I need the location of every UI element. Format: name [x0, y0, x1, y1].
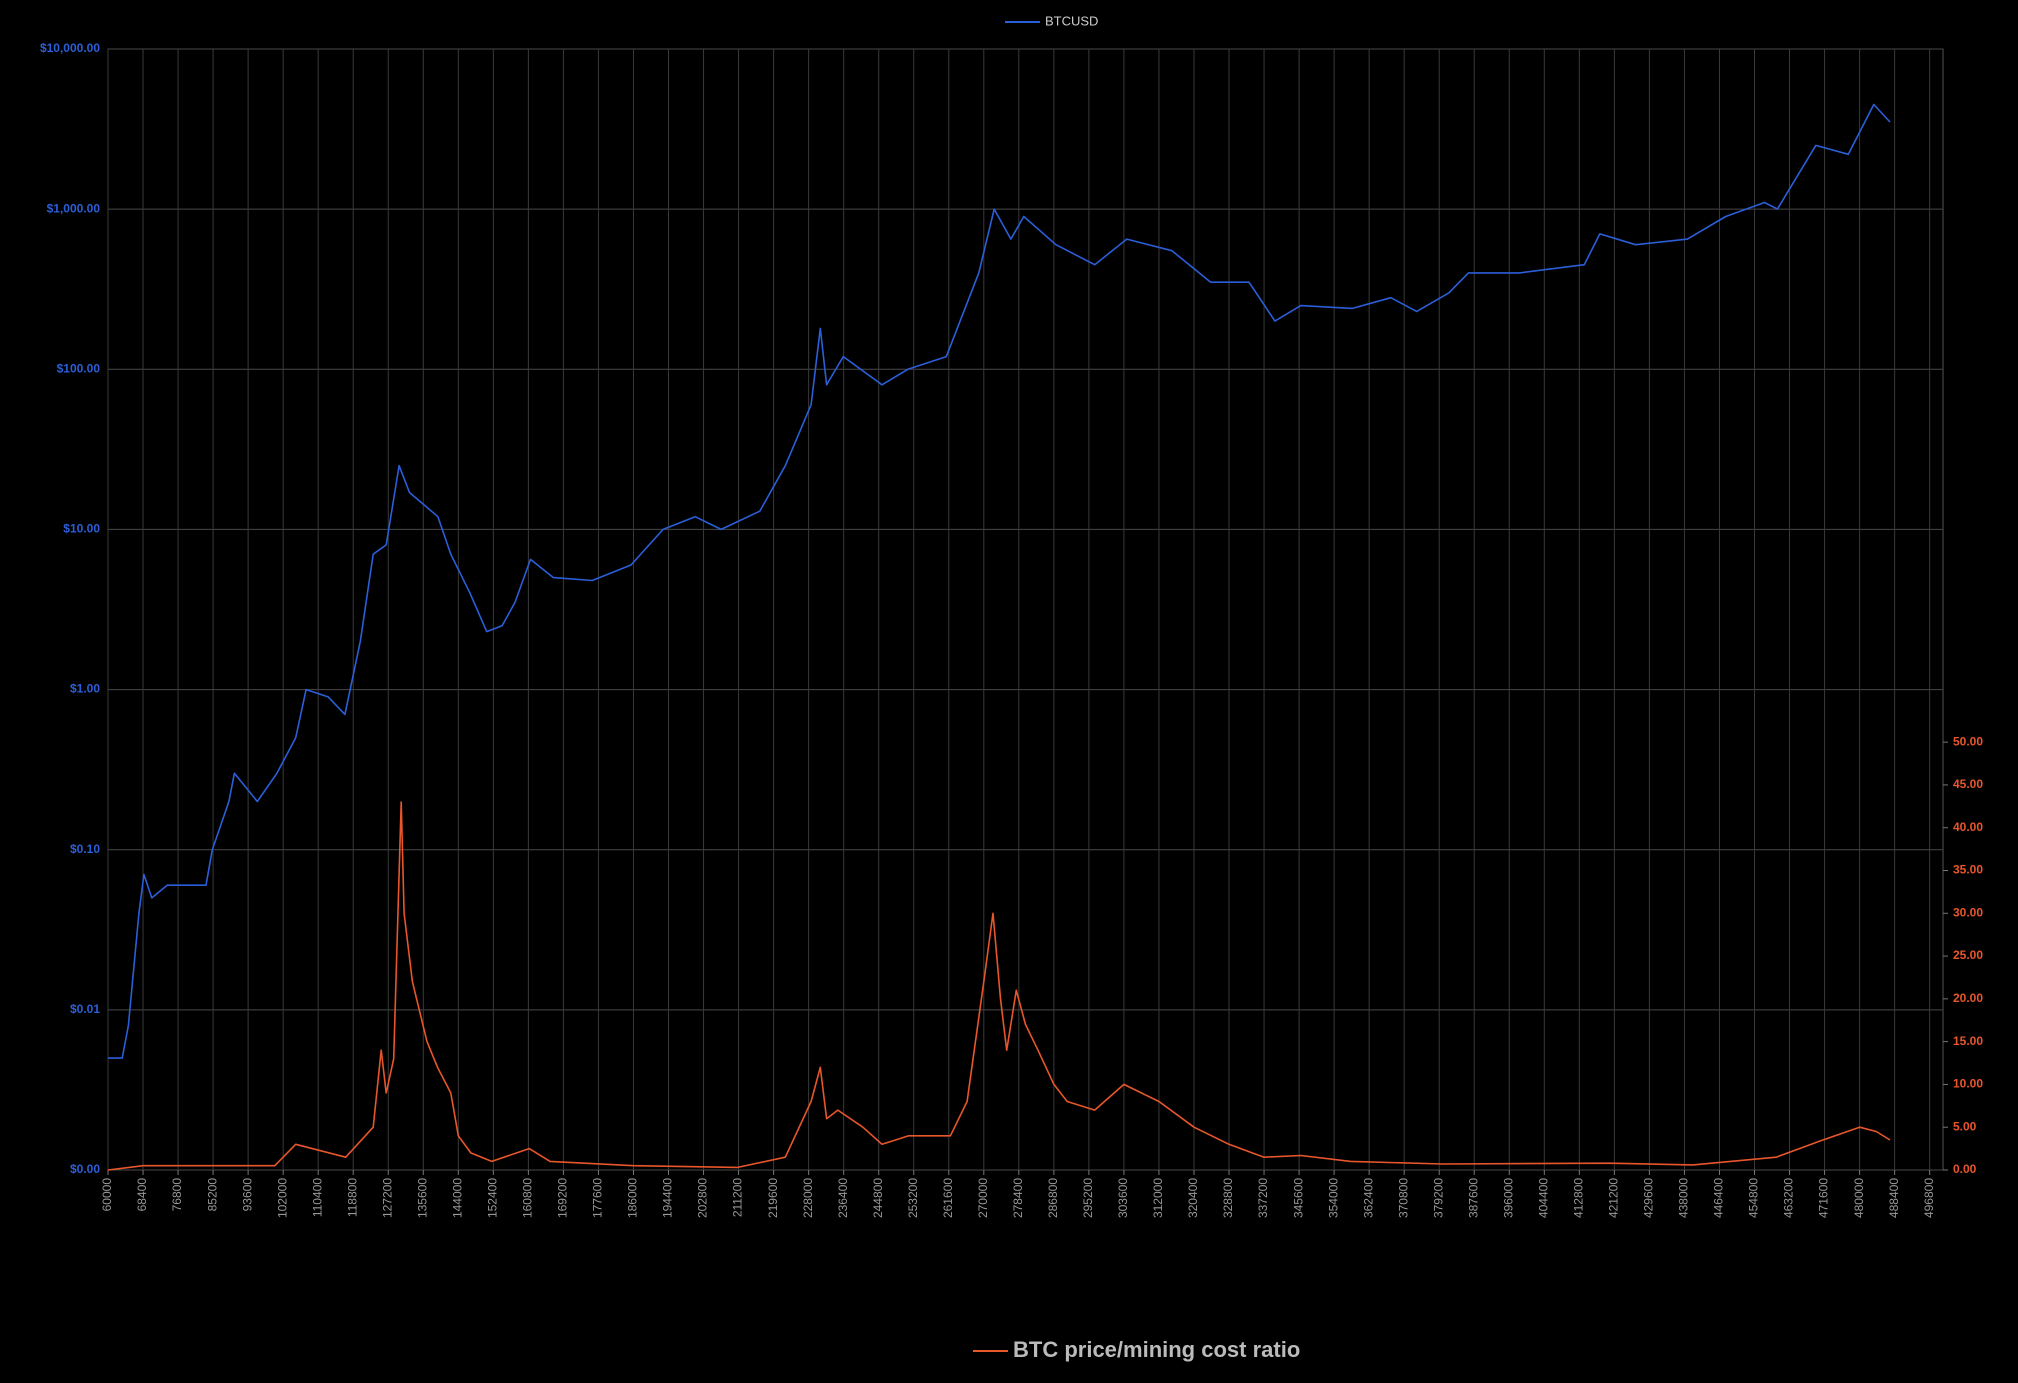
- x-tick-label: 412800: [1572, 1178, 1586, 1218]
- legend-label: BTCUSD: [1045, 13, 1098, 28]
- x-tick-label: 68400: [135, 1178, 149, 1212]
- x-tick-label: 253200: [906, 1178, 920, 1218]
- x-tick-label: 337200: [1256, 1178, 1270, 1218]
- y2-tick-label: 30.00: [1953, 905, 1983, 919]
- y2-tick-label: 35.00: [1953, 863, 1983, 877]
- x-tick-label: 127200: [380, 1178, 394, 1218]
- x-tick-label: 261600: [941, 1178, 955, 1218]
- x-tick-label: 186000: [626, 1178, 640, 1218]
- y2-tick-label: 40.00: [1953, 820, 1983, 834]
- x-tick-label: 102000: [275, 1178, 289, 1218]
- x-tick-label: 286800: [1046, 1178, 1060, 1218]
- x-tick-label: 93600: [240, 1178, 254, 1212]
- x-tick-label: 454800: [1747, 1178, 1761, 1218]
- x-tick-label: 320400: [1186, 1178, 1200, 1218]
- x-tick-label: 85200: [205, 1178, 219, 1212]
- legend-label: BTC price/mining cost ratio: [1013, 1337, 1300, 1362]
- y2-tick-label: 25.00: [1953, 948, 1983, 962]
- y-tick-label: $100.00: [57, 361, 101, 375]
- x-tick-label: 345600: [1291, 1178, 1305, 1218]
- x-tick-label: 421200: [1607, 1178, 1621, 1218]
- x-tick-label: 236400: [836, 1178, 850, 1218]
- y2-tick-label: 15.00: [1953, 1034, 1983, 1048]
- y-tick-label: $0.01: [70, 1002, 100, 1016]
- x-tick-label: 169200: [556, 1178, 570, 1218]
- x-tick-label: 295200: [1081, 1178, 1095, 1218]
- x-tick-label: 387600: [1466, 1178, 1480, 1218]
- x-tick-label: 110400: [310, 1178, 324, 1217]
- y2-tick-label: 50.00: [1953, 734, 1983, 748]
- x-tick-label: 488400: [1887, 1178, 1901, 1218]
- x-tick-label: 278400: [1011, 1178, 1025, 1218]
- x-tick-label: 471600: [1817, 1178, 1831, 1218]
- x-tick-label: 312000: [1151, 1178, 1165, 1218]
- x-tick-label: 211200: [731, 1178, 745, 1217]
- x-tick-label: 370800: [1396, 1178, 1410, 1218]
- x-tick-label: 496800: [1922, 1178, 1936, 1218]
- x-tick-label: 60000: [100, 1178, 114, 1212]
- x-tick-label: 303600: [1116, 1178, 1130, 1218]
- x-tick-label: 404400: [1536, 1178, 1550, 1218]
- series-line: [108, 103, 1891, 1059]
- x-tick-label: 362400: [1361, 1178, 1375, 1218]
- x-tick-label: 228000: [801, 1178, 815, 1218]
- x-tick-label: 396000: [1501, 1178, 1515, 1218]
- y-tick-label: $1,000.00: [47, 201, 101, 215]
- y-tick-label: $10,000.00: [40, 41, 100, 55]
- x-tick-label: 446400: [1712, 1178, 1726, 1218]
- x-tick-label: 202800: [696, 1178, 710, 1218]
- y2-tick-label: 5.00: [1953, 1119, 1977, 1133]
- y2-tick-label: 45.00: [1953, 777, 1983, 791]
- y2-tick-label: 0.00: [1953, 1162, 1977, 1176]
- y-tick-label: $0.00: [70, 1162, 100, 1176]
- x-tick-label: 144000: [450, 1178, 464, 1218]
- x-tick-label: 219600: [766, 1178, 780, 1218]
- y-tick-label: $1.00: [70, 682, 100, 696]
- x-tick-label: 177600: [591, 1178, 605, 1218]
- y-tick-label: $10.00: [63, 522, 100, 536]
- plot-area: [107, 48, 1944, 1171]
- x-tick-label: 194400: [661, 1178, 675, 1218]
- x-tick-label: 328800: [1221, 1178, 1235, 1218]
- x-tick-label: 118800: [345, 1178, 359, 1217]
- x-tick-label: 429600: [1642, 1178, 1656, 1218]
- x-tick-label: 244800: [871, 1178, 885, 1218]
- x-tick-label: 463200: [1782, 1178, 1796, 1218]
- x-tick-label: 354000: [1326, 1178, 1340, 1218]
- series-line: [107, 801, 1891, 1171]
- x-tick-label: 379200: [1431, 1178, 1445, 1218]
- y2-tick-label: 20.00: [1953, 991, 1983, 1005]
- x-tick-label: 135600: [415, 1178, 429, 1218]
- y-tick-label: $0.10: [70, 842, 100, 856]
- x-tick-label: 76800: [170, 1178, 184, 1212]
- x-tick-label: 152400: [486, 1178, 500, 1218]
- x-tick-label: 438000: [1677, 1178, 1691, 1218]
- y2-tick-label: 10.00: [1953, 1077, 1983, 1091]
- x-tick-label: 270000: [976, 1178, 990, 1218]
- x-tick-label: 480000: [1852, 1178, 1866, 1218]
- x-tick-label: 160800: [521, 1178, 535, 1218]
